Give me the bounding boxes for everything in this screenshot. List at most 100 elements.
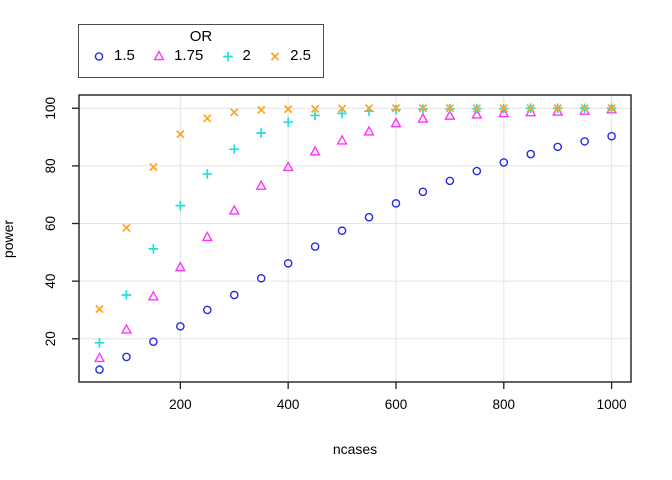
data-point-x [607, 104, 616, 113]
data-point-triangle [390, 117, 402, 128]
y-tick-label: 100 [43, 97, 58, 120]
data-point-x [203, 114, 212, 123]
legend-item-2-5: 2.5 [267, 47, 311, 64]
data-point-triangle [498, 107, 510, 118]
data-point-circle [607, 131, 616, 141]
data-point-plus [229, 144, 240, 154]
data-point-x [580, 104, 589, 113]
data-point-plus [202, 169, 213, 179]
legend-item-label: 2.5 [290, 47, 311, 64]
x-axis-title: ncases [332, 441, 378, 457]
data-point-triangle [174, 261, 186, 272]
legend-marker-plus-icon [222, 51, 233, 61]
data-point-triangle [201, 230, 213, 242]
data-point-circle [229, 290, 239, 300]
legend-item-label: 1.75 [174, 47, 204, 64]
data-point-circle [580, 137, 589, 146]
legend-marker-circle-icon [94, 51, 104, 61]
series-2-5 [95, 104, 616, 314]
data-point-x [499, 104, 508, 113]
data-point-circle [202, 305, 212, 315]
plot-box [78, 94, 632, 383]
legend-item-1-5: 1.5 [91, 47, 135, 64]
data-point-triangle [153, 49, 165, 60]
data-point-plus [222, 51, 233, 61]
x-tick-label: 800 [493, 397, 516, 412]
axis-ticks [72, 107, 613, 389]
data-point-x [257, 105, 266, 115]
data-point-triangle [93, 352, 106, 363]
data-point-circle [472, 166, 482, 176]
y-tick-label: 80 [43, 158, 58, 173]
data-point-triangle [444, 109, 456, 120]
x-tick-label: 1000 [597, 397, 627, 412]
data-point-circle [418, 187, 428, 197]
y-tick-label: 40 [43, 274, 58, 289]
legend-marker-triangle-icon [153, 49, 165, 60]
legend-item-2: 2 [220, 47, 251, 64]
data-point-x [283, 104, 293, 114]
data-point-triangle [255, 179, 267, 190]
data-point-circle [94, 51, 104, 61]
data-point-circle [337, 226, 347, 236]
data-point-triangle [336, 134, 348, 145]
data-point-triangle [363, 125, 375, 136]
y-tick-label: 20 [43, 331, 58, 346]
data-point-circle [310, 242, 320, 251]
data-point-plus [148, 244, 159, 254]
data-point-plus [94, 338, 105, 348]
data-point-triangle [282, 160, 294, 172]
data-point-circle [95, 365, 104, 374]
data-point-circle [364, 212, 374, 222]
series-2 [94, 103, 617, 348]
y-tick-label: 60 [43, 216, 58, 231]
data-point-circle [283, 258, 293, 268]
data-point-x [176, 129, 185, 139]
x-tick-label: 200 [169, 397, 192, 412]
data-point-triangle [417, 112, 429, 123]
data-point-triangle [471, 108, 483, 119]
data-point-x [472, 104, 482, 113]
legend-items: 1.5 1.75 2 2.5 [79, 45, 323, 64]
data-point-triangle [147, 290, 159, 301]
data-point-circle [445, 176, 455, 186]
data-point-x [230, 108, 239, 117]
x-tick-label: 400 [277, 397, 300, 412]
data-point-plus [391, 104, 401, 115]
data-point-x [95, 304, 104, 314]
data-point-plus [310, 110, 320, 121]
data-point-x [337, 104, 347, 113]
data-point-circle [176, 322, 185, 331]
data-point-circle [149, 337, 158, 346]
legend-item-label: 1.5 [114, 47, 135, 64]
data-point-x [270, 51, 280, 61]
data-point-x [364, 104, 374, 113]
tick-labels: 200 400 600 800 1000 20 40 60 80 100 [43, 97, 627, 412]
data-point-x [445, 104, 455, 113]
data-point-x [418, 104, 428, 113]
data-point-plus [256, 128, 267, 138]
data-point-triangle [120, 323, 133, 334]
data-point-circle [391, 199, 401, 208]
series-1-5 [95, 131, 616, 374]
data-point-circle [122, 352, 131, 362]
data-point-x [149, 162, 158, 172]
legend-item-1-75: 1.75 [151, 47, 203, 64]
data-point-circle [526, 149, 536, 159]
data-point-circle [256, 273, 266, 283]
data-point-triangle [309, 145, 321, 156]
y-axis-title: power [0, 219, 16, 259]
x-tick-label: 600 [385, 397, 408, 412]
data-point-triangle [228, 204, 240, 215]
data-point-circle [499, 158, 509, 167]
data-point-plus [337, 108, 347, 119]
data-point-circle [553, 142, 562, 152]
legend: OR 1.5 1.75 2 2.5 [78, 24, 324, 78]
legend-title: OR [189, 28, 213, 45]
data-point-triangle [525, 106, 537, 117]
data-point-x [391, 104, 401, 113]
data-point-plus [283, 117, 293, 127]
data-point-x [122, 223, 131, 233]
